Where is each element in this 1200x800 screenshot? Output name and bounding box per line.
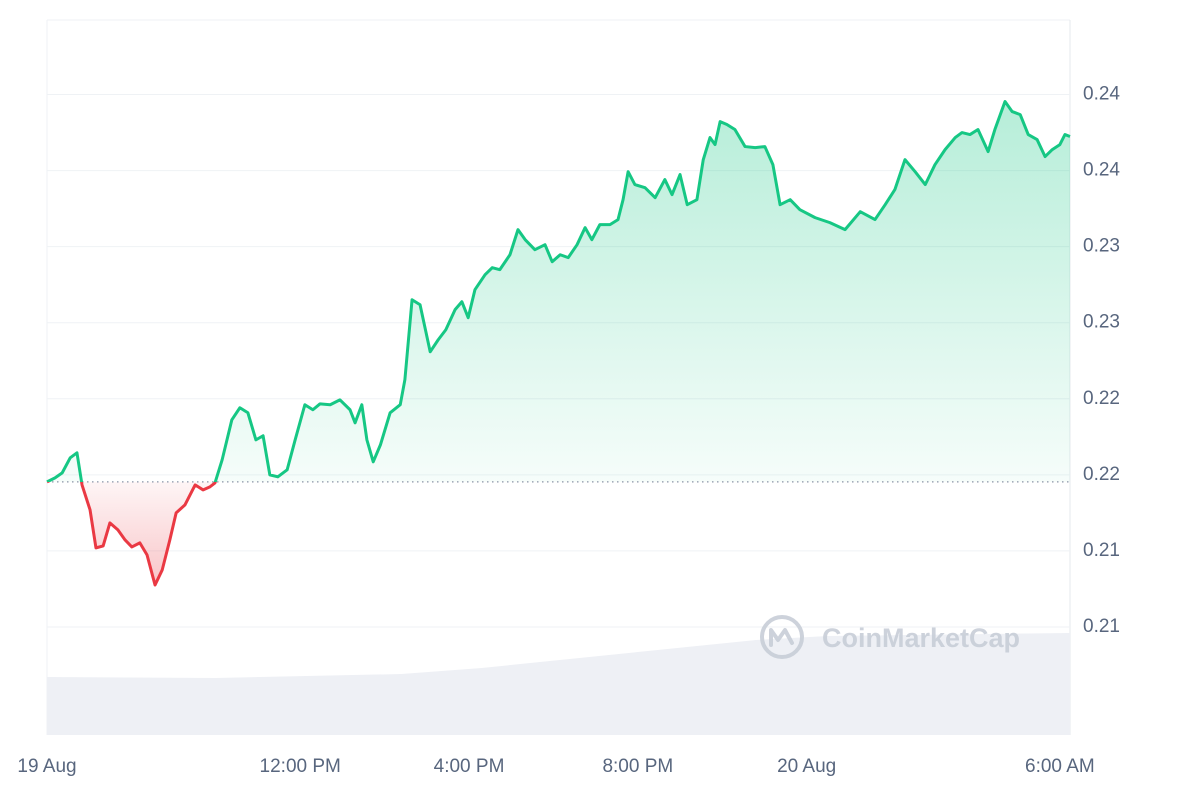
y-tick-label: 0.23 (1083, 236, 1120, 257)
y-tick-label: 0.21 (1083, 616, 1120, 637)
watermark-text: CoinMarketCap (822, 623, 1020, 653)
x-tick-label: 20 Aug (777, 756, 836, 777)
x-tick-label: 6:00 AM (1025, 756, 1095, 777)
watermark: CoinMarketCap (760, 615, 1020, 659)
x-tick-label: 12:00 PM (260, 756, 341, 777)
y-tick-label: 0.21 (1083, 540, 1120, 561)
y-tick-label: 0.24 (1083, 84, 1120, 105)
y-tick-label: 0.22 (1083, 464, 1120, 485)
area-fill (47, 101, 1070, 585)
y-tick-label: 0.22 (1083, 388, 1120, 409)
y-tick-label: 0.23 (1083, 312, 1120, 333)
x-tick-label: 8:00 PM (602, 756, 673, 777)
x-tick-label: 19 Aug (17, 756, 76, 777)
volume-area (47, 633, 1070, 735)
price-line (46, 100, 1071, 587)
y-tick-label: 0.24 (1083, 160, 1120, 181)
x-tick-label: 4:00 PM (434, 756, 505, 777)
